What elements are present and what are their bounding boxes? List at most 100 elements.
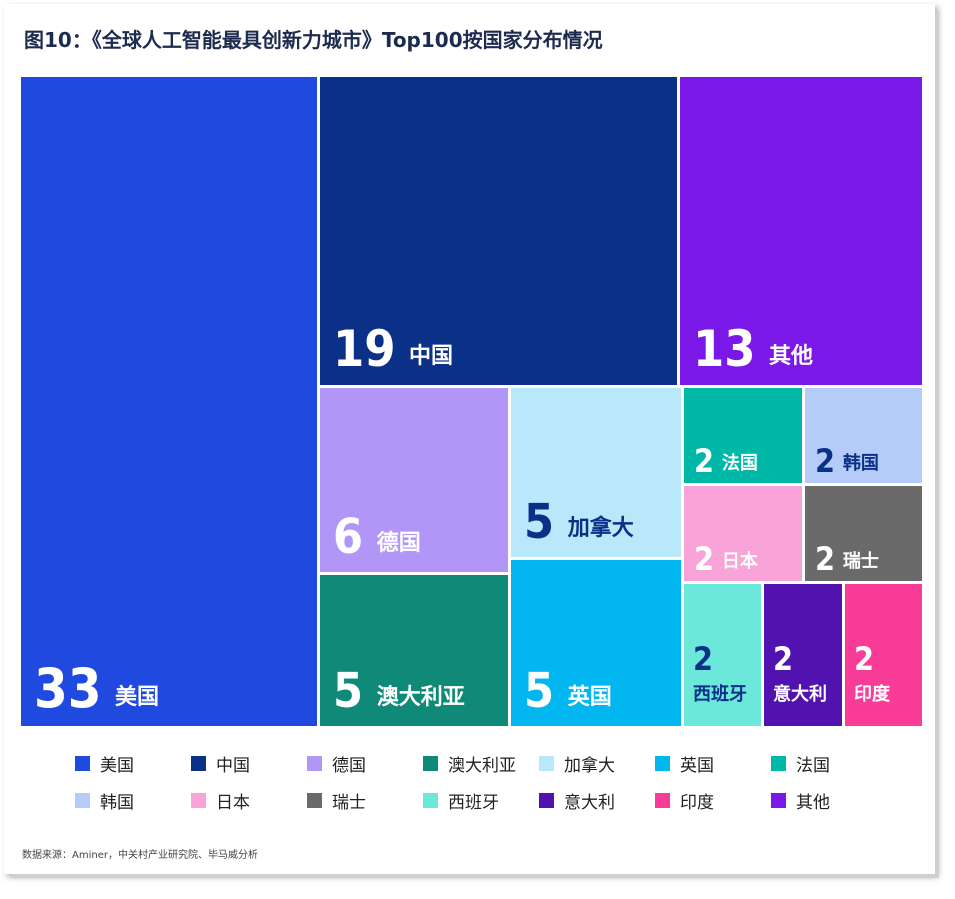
tile-name-label: 瑞士 <box>843 551 879 572</box>
tile-7: 5 英国 <box>511 560 681 726</box>
legend-label: 法国 <box>796 755 830 776</box>
legend-swatch <box>307 755 322 771</box>
treemap-tile-rect <box>684 584 761 726</box>
legend-item: 中国 <box>191 752 250 776</box>
legend-swatch <box>539 755 554 771</box>
tile-name-label: 韩国 <box>843 452 879 474</box>
tile-name-label: 中国 <box>409 344 453 369</box>
treemap-tile-rect <box>684 388 802 483</box>
card-shadow-right <box>935 12 939 878</box>
treemap-tile-rect <box>805 486 922 581</box>
legend-item: 日本 <box>191 789 250 813</box>
treemap-tile-rect <box>680 77 922 385</box>
legend-swatch <box>75 755 90 771</box>
tile-14: 2 印度 <box>845 584 922 726</box>
source-note: 数据来源：Aminer，中关村产业研究院、毕马威分析 <box>22 850 258 861</box>
tile-value-label: 5 <box>524 663 554 719</box>
legend-label: 英国 <box>680 755 714 776</box>
tile-8: 2 法国 <box>684 388 802 483</box>
tile-value-label: 2 <box>815 540 835 578</box>
tile-11: 2 瑞士 <box>805 486 922 581</box>
tile-name-label: 意大利 <box>773 683 827 705</box>
legend-label: 印度 <box>680 792 714 813</box>
tile-value-label: 2 <box>815 442 835 480</box>
tile-value-label: 2 <box>694 442 714 480</box>
legend-label: 中国 <box>216 755 250 776</box>
legend-item: 美国 <box>75 752 134 776</box>
legend-swatch <box>655 755 670 771</box>
chart-legend: 美国 中国 德国 澳大利亚 加拿大 英国 法国韩国 日本 瑞士 西班牙 意大利 印度 其他 <box>75 752 875 822</box>
tile-6: 5 澳大利亚 <box>320 575 508 726</box>
tile-value-label: 6 <box>333 509 363 565</box>
legend-label: 其他 <box>796 792 830 813</box>
legend-item: 韩国 <box>75 789 134 813</box>
tile-value-label: 2 <box>693 640 713 678</box>
tile-10: 2 日本 <box>684 486 802 581</box>
tile-name-label: 印度 <box>854 683 891 705</box>
legend-swatch <box>191 792 206 808</box>
legend-item: 意大利 <box>539 789 615 813</box>
legend-item: 西班牙 <box>423 789 499 813</box>
tile-name-label: 美国 <box>115 684 159 710</box>
tile-value-label: 33 <box>34 657 102 720</box>
legend-label: 西班牙 <box>448 792 499 813</box>
tile-value-label: 2 <box>773 640 793 678</box>
tile-4: 6 德国 <box>320 388 508 572</box>
tile-13: 2 意大利 <box>764 584 842 726</box>
legend-swatch <box>423 792 438 808</box>
tile-3: 13 其他 <box>680 77 922 385</box>
tile-value-label: 2 <box>694 540 714 578</box>
legend-label: 瑞士 <box>332 792 366 813</box>
legend-swatch <box>771 792 786 808</box>
legend-swatch <box>771 755 786 771</box>
treemap-tile-rect <box>21 77 317 726</box>
tile-name-label: 澳大利亚 <box>377 684 465 710</box>
treemap-tile-rect <box>684 486 802 581</box>
tile-name-label: 英国 <box>568 685 612 710</box>
tile-9: 2 韩国 <box>805 388 922 483</box>
tile-value-label: 13 <box>693 320 756 378</box>
legend-swatch <box>307 792 322 808</box>
treemap-tile-rect <box>320 388 508 572</box>
legend-label: 日本 <box>216 792 250 813</box>
card-shadow-bottom <box>12 874 939 878</box>
legend-label: 澳大利亚 <box>448 755 516 776</box>
legend-label: 德国 <box>332 755 366 776</box>
legend-item: 印度 <box>655 789 714 813</box>
legend-item: 澳大利亚 <box>423 752 516 776</box>
legend-swatch <box>539 792 554 808</box>
tile-value-label: 5 <box>333 663 363 719</box>
legend-item: 德国 <box>307 752 366 776</box>
legend-swatch <box>423 755 438 771</box>
tile-value-label: 19 <box>333 320 396 378</box>
tile-5: 5 加拿大 <box>511 388 681 557</box>
treemap-tile-rect <box>845 584 922 726</box>
tile-name-label: 西班牙 <box>693 684 747 705</box>
legend-swatch <box>655 792 670 808</box>
tile-value-label: 5 <box>524 494 554 550</box>
treemap-tile-rect <box>320 575 508 726</box>
treemap-tile-rect <box>805 388 922 483</box>
tile-value-label: 2 <box>854 640 874 678</box>
legend-item: 加拿大 <box>539 752 615 776</box>
tile-12: 2 西班牙 <box>684 584 761 726</box>
tile-name-label: 德国 <box>377 530 421 556</box>
legend-item: 其他 <box>771 789 830 813</box>
treemap-tile-rect <box>764 584 842 726</box>
legend-swatch <box>75 792 90 808</box>
treemap-tile-rect <box>511 388 681 557</box>
legend-swatch <box>191 755 206 771</box>
tile-name-label: 日本 <box>722 550 758 572</box>
tile-name-label: 加拿大 <box>567 515 634 541</box>
tile-2: 19 中国 <box>320 77 677 385</box>
legend-label: 韩国 <box>100 792 134 813</box>
tile-name-label: 其他 <box>769 344 813 369</box>
legend-item: 瑞士 <box>307 789 366 813</box>
legend-item: 法国 <box>771 752 830 776</box>
legend-item: 英国 <box>655 752 714 776</box>
legend-label: 美国 <box>100 755 134 776</box>
treemap-tile-rect <box>511 560 681 726</box>
legend-label: 意大利 <box>564 792 615 813</box>
legend-label: 加拿大 <box>564 755 615 776</box>
treemap-tile-rect <box>320 77 677 385</box>
